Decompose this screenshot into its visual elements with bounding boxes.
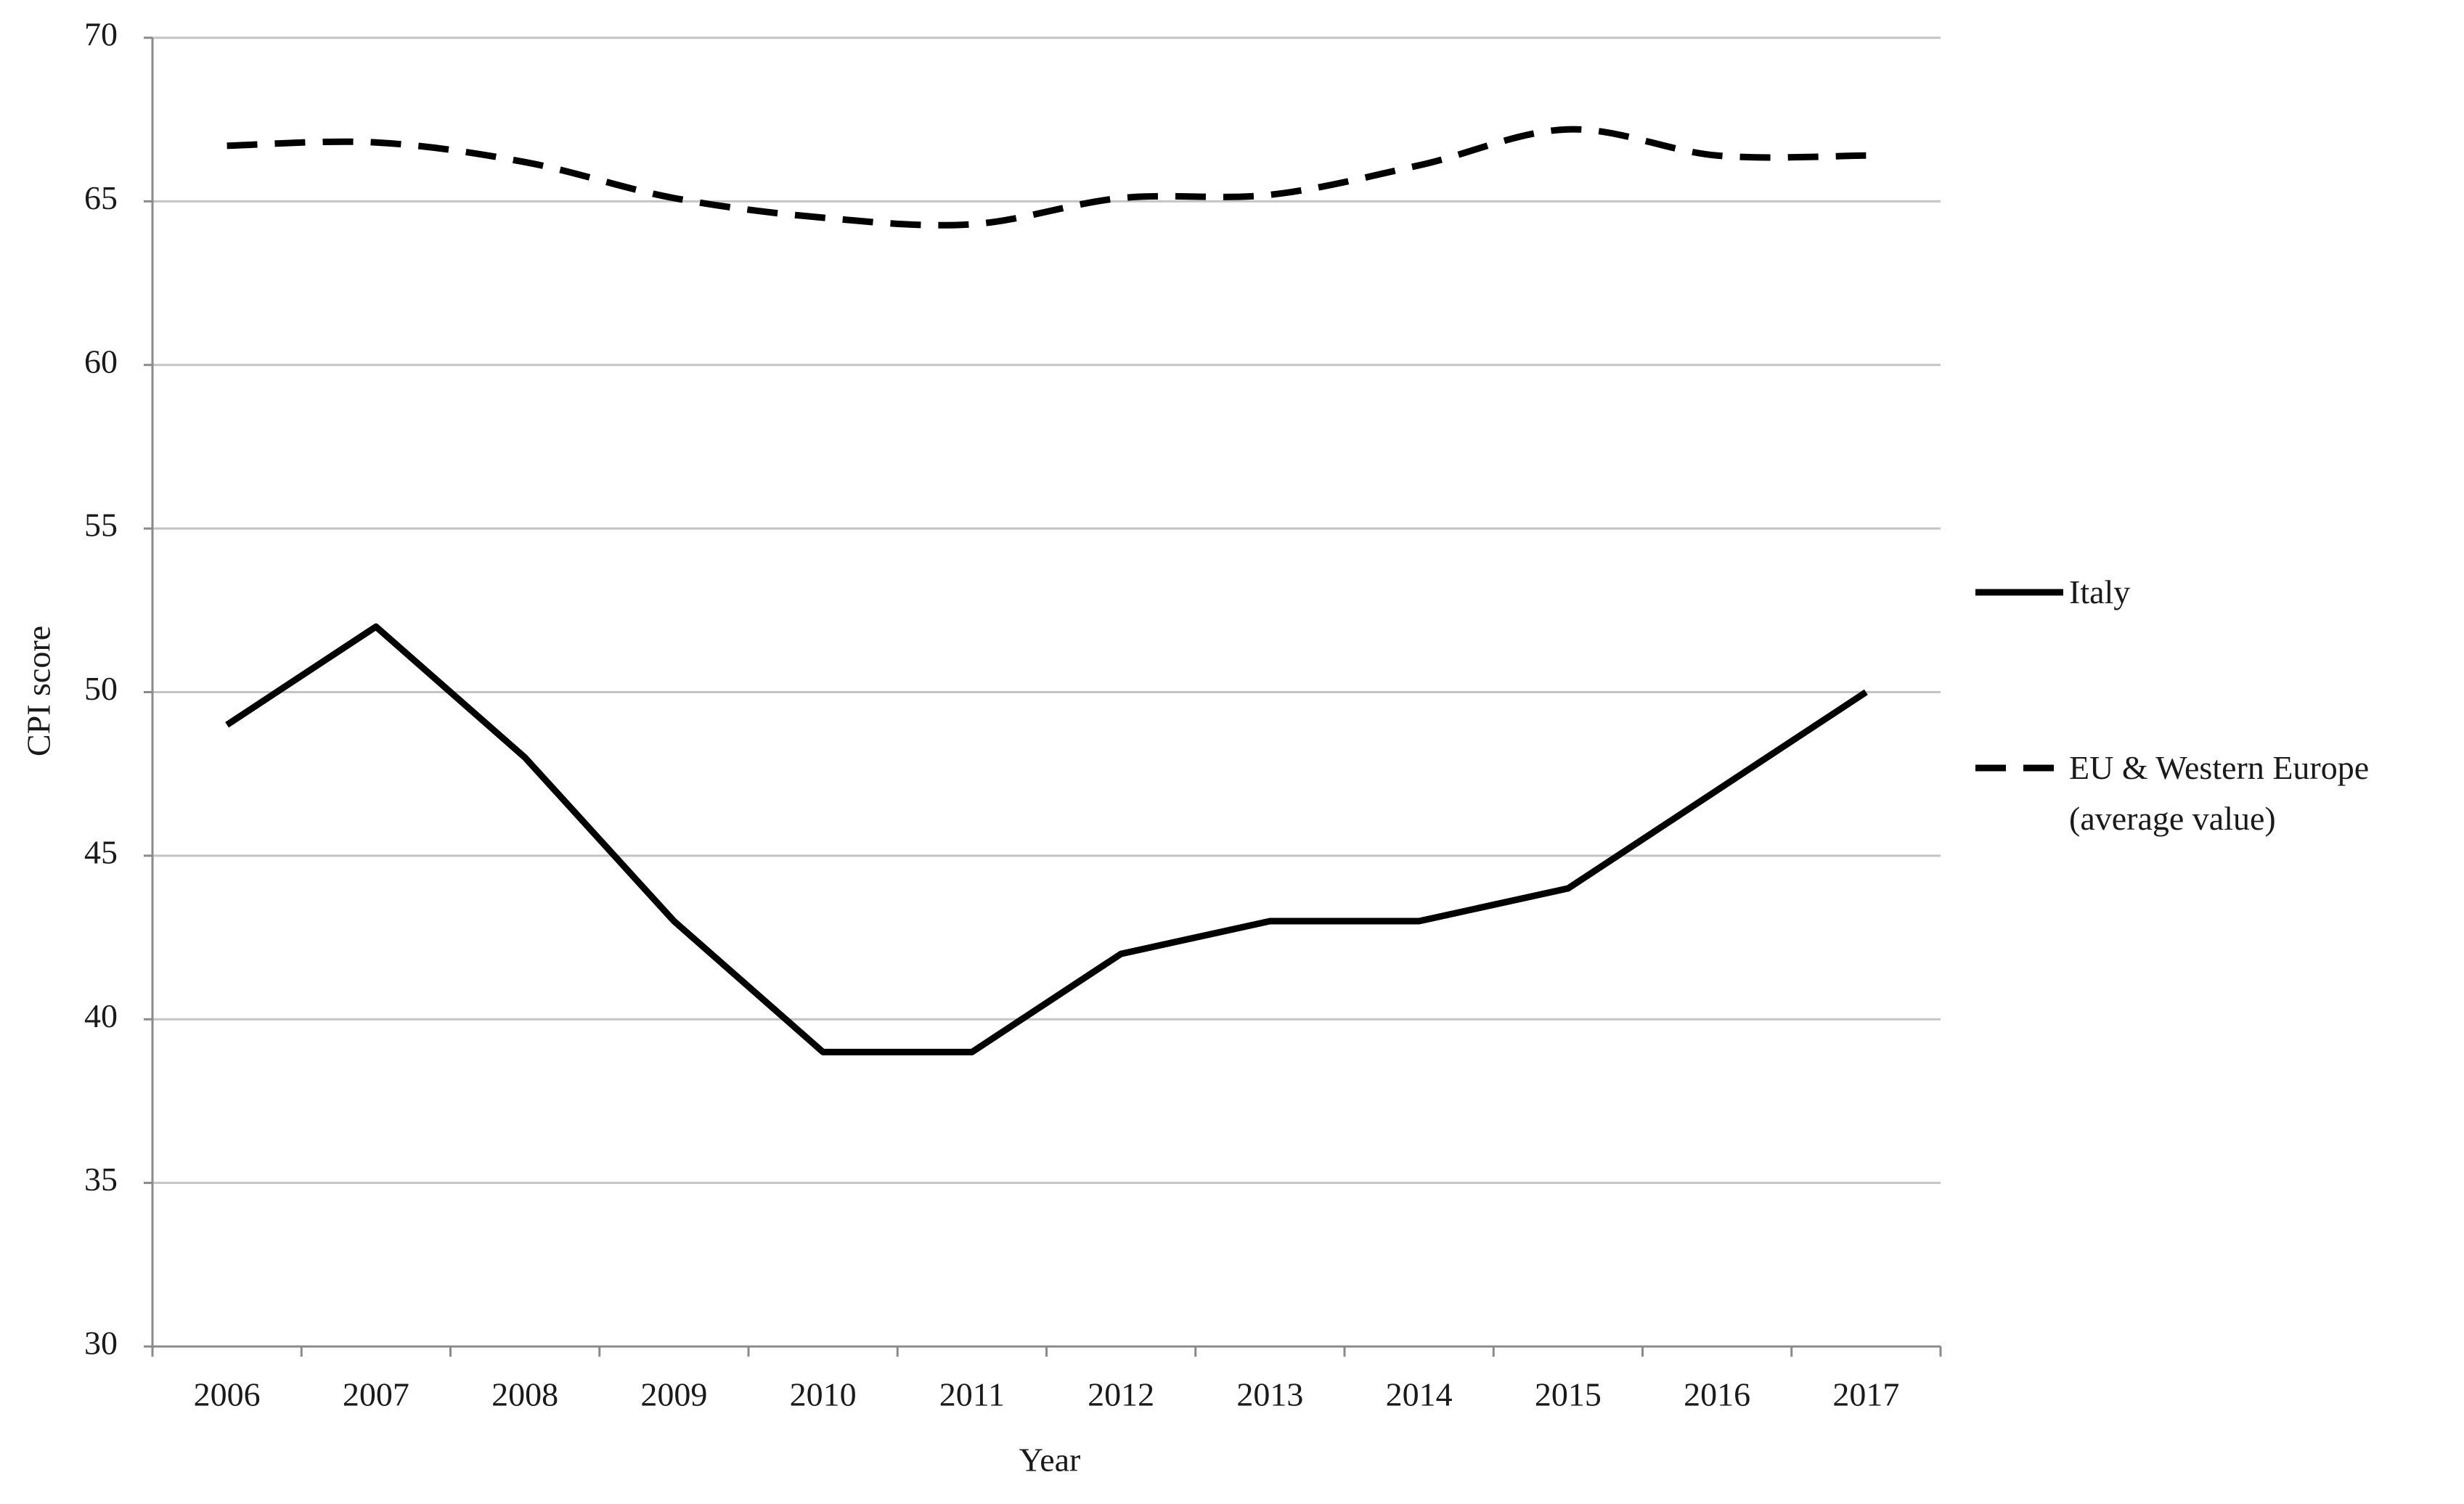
x-tick-label: 2012 [1088,1376,1154,1413]
x-tick-label: 2006 [194,1376,261,1413]
y-tick-label: 40 [84,997,118,1034]
y-tick-label: 70 [84,16,118,53]
legend-label: Italy [2069,573,2131,610]
y-tick-label: 65 [84,179,118,216]
y-tick-label: 60 [84,343,118,380]
x-tick-label: 2015 [1535,1376,1602,1413]
series-line [225,623,1868,1055]
x-axis-title: Year [1019,1442,1081,1479]
legend-label: EU & Western Europe (average value) [2069,749,2370,837]
y-tick-label: 55 [84,507,118,544]
series-line [227,126,1867,229]
y-tick-label: 45 [84,833,118,870]
y-tick-label: 50 [84,670,118,707]
y-axis-title: CPI score [20,626,57,756]
x-tick-label: 2016 [1684,1376,1750,1413]
y-tick-label: 30 [84,1325,118,1362]
x-tick-label: 2010 [790,1376,857,1413]
x-tick-label: 2011 [939,1376,1005,1413]
x-tick-label: 2014 [1386,1376,1453,1413]
x-tick-label: 2009 [640,1376,707,1413]
x-tick-label: 2017 [1832,1376,1899,1413]
x-tick-label: 2007 [343,1376,409,1413]
x-tick-label: 2013 [1236,1376,1303,1413]
y-tick-label: 35 [84,1161,118,1198]
x-tick-label: 2008 [491,1376,558,1413]
